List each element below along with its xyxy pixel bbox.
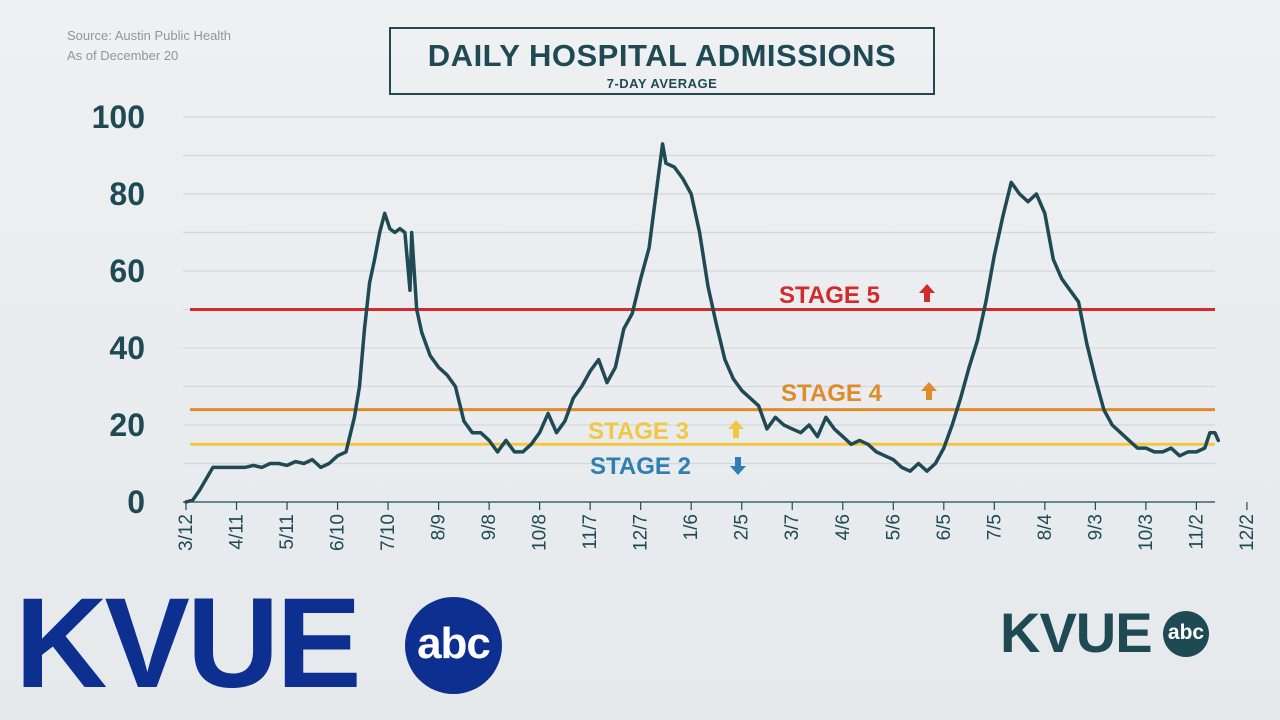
x-tick-label: 3/12	[176, 514, 197, 551]
arrow-up-icon	[728, 420, 744, 438]
x-tick-label: 7/10	[378, 514, 399, 551]
series-line-admissions	[184, 142, 1221, 504]
kvue-logo-small: KVUE abc	[1000, 601, 1220, 664]
chart-subtitle: 7-DAY AVERAGE	[606, 76, 718, 91]
x-tick-label: 10/3	[1136, 514, 1157, 551]
stage-label: STAGE 2	[590, 453, 691, 480]
x-axis: 3/12 4/11 5/11 6/10 7/10 8/9 9/8 10/8 11/7 12/7 1/…	[176, 501, 1258, 551]
y-tick-label: 60	[109, 253, 145, 289]
stage-labels: STAGE 5 STAGE 4 STAGE 3 STAGE 2	[588, 282, 937, 480]
y-axis: 0 20 40 60 80 100	[92, 99, 145, 520]
as-of-line: As of December 20	[67, 48, 179, 63]
chart-title-box: DAILY HOSPITAL ADMISSIONS 7-DAY AVERAGE	[389, 27, 935, 95]
x-tick-label: 4/11	[227, 514, 248, 550]
x-tick-label: 2/5	[732, 514, 753, 540]
x-tick-label: 11/7	[580, 514, 601, 550]
x-tick-label: 5/11	[277, 514, 298, 550]
arrow-down-icon	[730, 457, 746, 475]
arrow-up-icon	[921, 382, 937, 400]
x-tick-label: 11/2	[1186, 514, 1207, 550]
x-tick-label: 7/5	[984, 514, 1005, 540]
x-tick-label: 3/7	[782, 514, 803, 540]
x-tick-label: 12/2	[1237, 514, 1258, 551]
y-tick-label: 80	[109, 176, 145, 212]
kvue-wordmark: KVUE	[15, 572, 362, 715]
source-line: Source: Austin Public Health	[67, 28, 232, 43]
x-tick-label: 6/10	[328, 514, 349, 551]
stage-label: STAGE 3	[588, 418, 689, 445]
x-tick-label: 9/3	[1085, 514, 1106, 540]
y-tick-label: 20	[109, 407, 145, 443]
y-tick-label: 0	[127, 484, 145, 520]
abc-logo-icon: abc	[405, 597, 502, 694]
stage-lines	[190, 308, 1215, 446]
x-tick-label: 6/5	[934, 514, 955, 540]
stage-label: STAGE 5	[779, 282, 880, 309]
y-tick-label: 40	[109, 330, 145, 366]
x-tick-label: 1/6	[681, 514, 702, 540]
x-tick-label: 10/8	[530, 514, 551, 551]
kvue-wordmark-small: KVUE	[1000, 601, 1153, 664]
x-tick-label: 8/4	[1035, 514, 1056, 541]
source-note: Source: Austin Public Health As of Decem…	[67, 26, 231, 66]
line-chart: 0 20 40 60 80 100 3/12 4/11 5/11 6/10 7/10 8/9 9/8 1…	[92, 99, 1258, 551]
abc-logo-icon-small: abc	[1163, 611, 1209, 657]
chart-title: DAILY HOSPITAL ADMISSIONS	[427, 38, 897, 73]
kvue-logo-large: KVUE abc	[15, 572, 502, 715]
x-tick-label: 5/6	[883, 514, 904, 540]
x-tick-label: 8/9	[429, 514, 450, 540]
x-tick-label: 9/8	[479, 514, 500, 540]
stage-label: STAGE 4	[781, 380, 883, 407]
x-tick-label: 12/7	[631, 514, 652, 551]
arrow-up-icon	[919, 284, 935, 302]
x-tick-label: 4/6	[833, 514, 854, 540]
y-tick-label: 100	[92, 99, 145, 135]
